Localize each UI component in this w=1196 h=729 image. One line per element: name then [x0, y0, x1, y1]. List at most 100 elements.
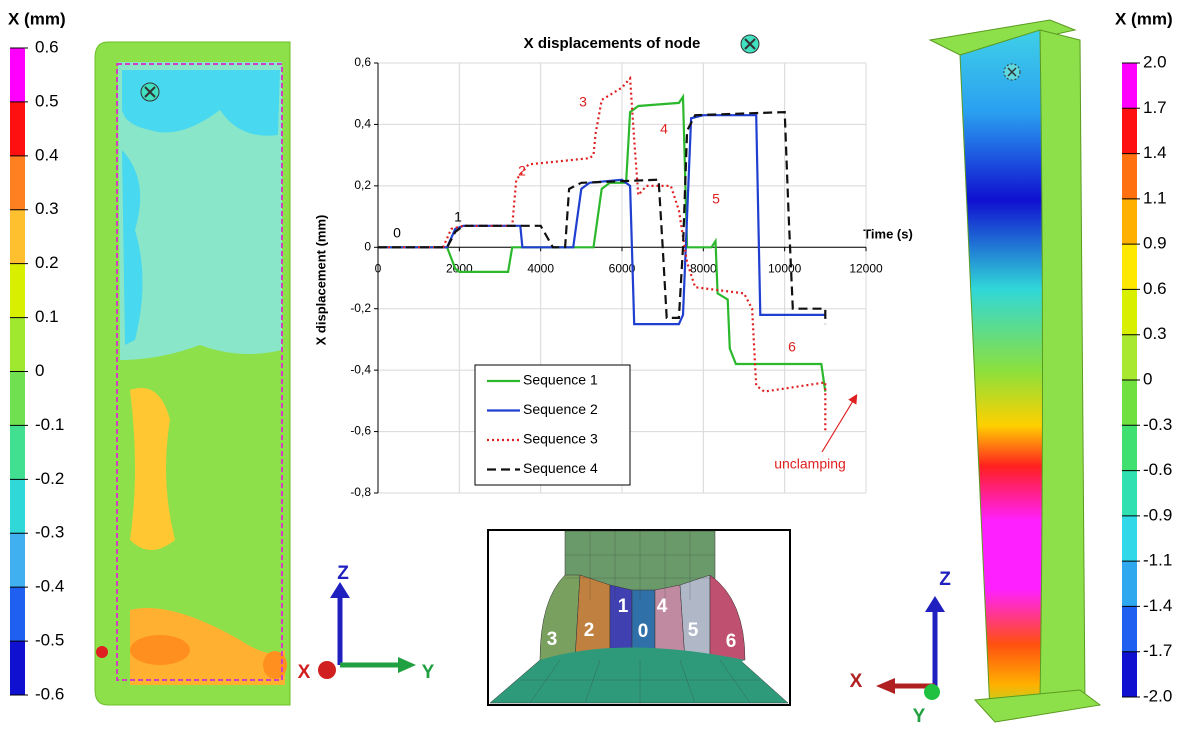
colorbar-label: 0.6: [35, 37, 59, 56]
colorbar-label: 0: [35, 361, 44, 380]
y-tick-label: -0,6: [350, 424, 371, 438]
colorbar-label: 0.6: [1143, 279, 1167, 298]
annotation: 5: [712, 191, 720, 207]
colorbar-label: 0.5: [35, 91, 59, 110]
colorbar-band: [10, 425, 25, 479]
colorbar-label: -0.5: [35, 631, 64, 650]
colorbar-label: -0.3: [1143, 415, 1172, 434]
x-axis-title: Time (s): [863, 226, 913, 241]
y-tick-label: -0,4: [350, 362, 371, 376]
colorbar-label: 2.0: [1143, 52, 1167, 71]
series-line: [378, 115, 825, 324]
legend-label: Sequence 1: [523, 372, 598, 388]
colorbar-label: -0.2: [35, 469, 64, 488]
colorbar-label: 0: [1143, 369, 1152, 388]
colorbar-band: [1122, 380, 1137, 425]
x-tick-label: 10000: [768, 261, 802, 275]
shape: [960, 30, 1043, 712]
colorbar-band: [10, 479, 25, 533]
page: html, body { margin: 0; padding: 0; back…: [0, 0, 1196, 729]
body: X (mm) X (mm) X displacements of node X …: [0, 0, 1196, 729]
colorbar: 0.60.50.40.30.20.10-0.1-0.2-0.3-0.4-0.5-…: [10, 37, 64, 703]
right-beam-plot: [930, 20, 1100, 722]
g: [141, 83, 159, 101]
colorbar-band: [1122, 516, 1137, 561]
colorbar-band: [10, 641, 25, 695]
annotation: 0: [393, 225, 401, 241]
colorbar-label: 1.1: [1143, 188, 1167, 207]
colorbar-band: [1122, 471, 1137, 516]
colorbar-band: [1122, 154, 1137, 199]
axis-label: Z: [939, 569, 951, 590]
colorbar-label: -0.6: [35, 684, 64, 703]
colorbar-label: -0.3: [35, 523, 64, 542]
legend-label: Sequence 2: [523, 401, 598, 417]
left-triad: [318, 582, 416, 679]
mesh-label: 3: [547, 629, 558, 650]
ellipse: [263, 651, 287, 679]
shape: [876, 678, 895, 694]
shape: [925, 596, 945, 612]
circle: [318, 661, 336, 679]
shape: [575, 575, 610, 660]
axis-label: Y: [422, 662, 435, 683]
colorbar-label: -1.7: [1143, 641, 1172, 660]
colorbar-label: -0.6: [1143, 460, 1172, 479]
colorbar-band: [1122, 244, 1137, 289]
shape: [330, 582, 350, 598]
right-triad: [876, 596, 945, 700]
colorbar-label: -0.1: [35, 415, 64, 434]
colorbar: 2.01.71.41.10.90.60.30-0.3-0.6-0.9-1.1-1…: [1122, 52, 1172, 705]
annotation: 2: [518, 163, 526, 179]
circle: [924, 684, 940, 700]
y-axis-title: X displacement (mm): [313, 215, 328, 346]
colorbar-band: [1122, 335, 1137, 380]
annotation: 6: [788, 339, 796, 355]
colorbar-label: 0.1: [35, 307, 59, 326]
left-contour-plot: [95, 42, 290, 705]
x-tick-label: 4000: [527, 261, 554, 275]
colorbar-label: 0.2: [35, 253, 59, 272]
colorbar-band: [10, 587, 25, 641]
mesh-label: 5: [688, 620, 699, 641]
colorbar-label: 1.7: [1143, 98, 1167, 117]
x-tick-label: 8000: [690, 261, 717, 275]
colorbar-band: [1122, 289, 1137, 334]
colorbar-band: [10, 156, 25, 210]
colorbar-label: -2.0: [1143, 686, 1172, 705]
x-tick-label: 2000: [446, 261, 473, 275]
shape: [1040, 30, 1085, 705]
colorbar-band: [1122, 199, 1137, 244]
annotation: 1: [454, 209, 462, 225]
colorbar-band: [1122, 652, 1137, 697]
shape: [680, 575, 710, 660]
annotation: 3: [579, 94, 587, 110]
colorbar-band: [10, 102, 25, 156]
colorbar-band: [10, 210, 25, 264]
mesh-label: 2: [584, 620, 595, 641]
chart-layer: 0,60,40,20-0,2-0,4-0,6-0,802000400060008…: [350, 55, 883, 499]
axis-label: X: [850, 671, 863, 692]
y-tick-label: 0,6: [354, 55, 371, 69]
annotation: unclamping: [774, 456, 846, 472]
y-tick-label: 0,2: [354, 178, 371, 192]
legend-label: Sequence 4: [523, 460, 598, 476]
x-tick-label: 12000: [849, 261, 883, 275]
annotation-arrow: [822, 396, 856, 452]
figure: X (mm) X (mm) X displacements of node X …: [0, 0, 1196, 729]
y-tick-label: -0,8: [350, 485, 371, 499]
shape: [398, 657, 416, 673]
axis-label: Z: [337, 563, 349, 584]
y-tick-label: 0,4: [354, 117, 371, 131]
colorbar-band: [1122, 108, 1137, 153]
circle: [96, 646, 108, 658]
shape: [610, 585, 632, 650]
axis-label: X: [298, 662, 311, 683]
chart-title: X displacements of node: [524, 35, 701, 52]
y-tick-label: 0: [364, 239, 371, 253]
colorbar-title: X (mm): [1115, 9, 1173, 28]
colorbar-band: [10, 533, 25, 587]
colorbar-band: [1122, 63, 1137, 108]
mesh-diagram: [488, 530, 790, 705]
colorbar-band: [1122, 561, 1137, 606]
